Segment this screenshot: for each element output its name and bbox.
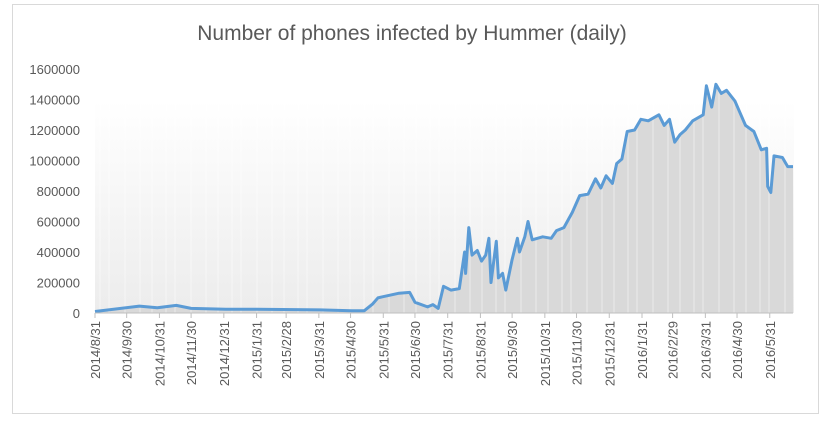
x-tick-label: 2015/4/30 [344, 321, 359, 379]
x-tick-label: 2014/11/30 [184, 321, 199, 385]
x-tick-label: 2015/3/31 [312, 321, 327, 379]
x-tick-label: 2014/8/31 [88, 321, 103, 379]
y-tick-label: 800000 [37, 184, 80, 199]
x-tick-label: 2015/12/31 [602, 321, 617, 386]
x-tick-label: 2016/1/31 [635, 321, 650, 379]
x-tick-label: 2015/6/30 [408, 321, 423, 379]
x-tick-label: 2015/5/31 [376, 321, 391, 379]
y-tick-label: 1200000 [29, 123, 80, 138]
x-tick-label: 2016/5/31 [763, 321, 778, 379]
series-area [95, 84, 793, 313]
x-tick-label: 2016/3/31 [698, 321, 713, 379]
x-tick-label: 2015/8/31 [473, 321, 488, 379]
x-tick-label: 2015/11/30 [570, 321, 585, 385]
y-tick-label: 1600000 [29, 62, 80, 77]
x-tick-label: 2015/2/28 [279, 321, 294, 379]
x-tick-label: 2015/9/30 [505, 321, 520, 379]
x-tick-label: 2016/2/29 [666, 321, 681, 379]
x-tick-label: 2015/10/31 [538, 321, 553, 386]
series-line [94, 82, 793, 313]
x-tick-label: 2016/4/30 [730, 321, 745, 379]
y-tick-label: 1000000 [29, 154, 80, 169]
y-tick-label: 0 [73, 306, 80, 321]
y-tick-label: 1400000 [29, 93, 80, 108]
y-tick-label: 200000 [37, 276, 80, 291]
chart-title: Number of phones infected by Hummer (dai… [197, 22, 627, 45]
x-tick-label: 2014/12/31 [217, 321, 232, 386]
y-tick-label: 400000 [37, 245, 80, 260]
x-tick-label: 2014/10/31 [152, 321, 167, 386]
y-tick-label: 600000 [37, 215, 80, 230]
x-tick-label: 2015/1/31 [250, 321, 265, 379]
x-tick-label: 2015/7/31 [441, 321, 456, 379]
x-tick-label: 2014/9/30 [120, 321, 135, 379]
chart-frame [12, 4, 819, 414]
